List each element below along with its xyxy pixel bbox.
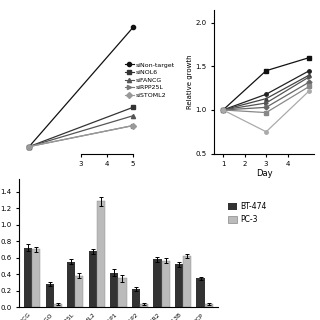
Bar <box>205 304 213 307</box>
Legend: siNon-target, siNOL6, siFANCG, siRPP25L, siSTOML2: siNon-target, siNOL6, siFANCG, siRPP25L,… <box>125 62 175 98</box>
Legend: BT-474, PC-3: BT-474, PC-3 <box>228 202 267 224</box>
Bar <box>140 304 148 307</box>
Bar <box>75 276 84 307</box>
Bar <box>24 248 32 307</box>
Bar <box>54 304 62 307</box>
Bar <box>97 202 105 307</box>
Bar <box>45 284 54 307</box>
Bar <box>118 278 127 307</box>
Bar <box>196 278 205 307</box>
Bar <box>132 289 140 307</box>
Bar <box>183 256 191 307</box>
Bar <box>67 262 75 307</box>
X-axis label: Day: Day <box>256 169 272 178</box>
Bar <box>162 261 170 307</box>
Bar <box>175 264 183 307</box>
Bar <box>153 259 162 307</box>
Y-axis label: Relative growth: Relative growth <box>187 54 193 109</box>
Bar <box>110 273 118 307</box>
Bar <box>32 249 40 307</box>
Bar <box>89 251 97 307</box>
